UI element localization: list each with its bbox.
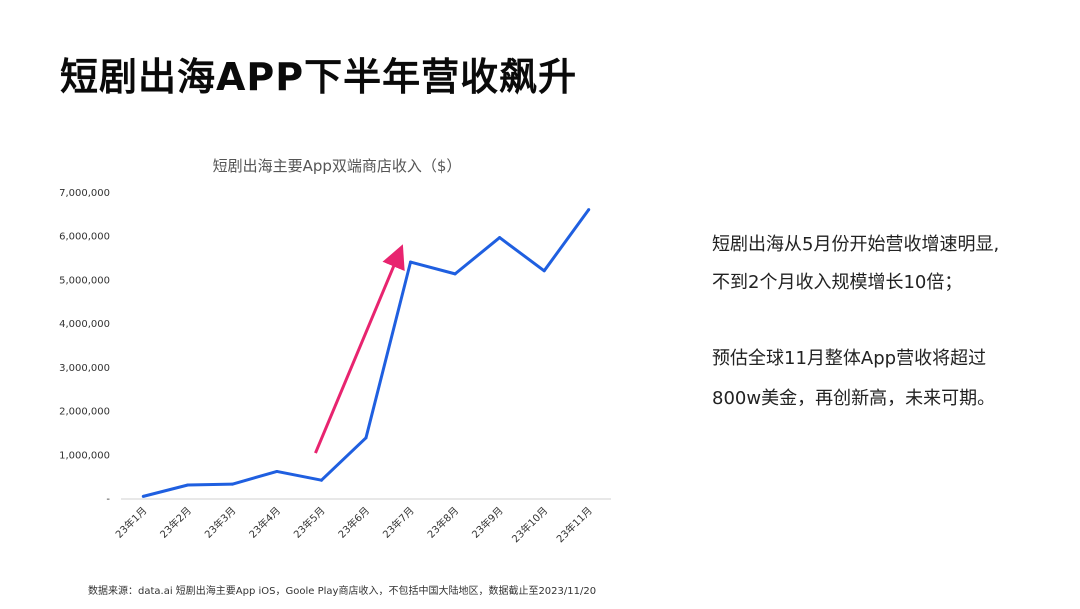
y-tick-label: 5,000,000 xyxy=(59,275,110,286)
x-tick-label: 23年7月 xyxy=(380,504,417,541)
x-tick-label: 23年6月 xyxy=(335,504,372,541)
data-point xyxy=(542,269,546,273)
y-axis-ticks: - 1,000,000 2,000,000 3,000,000 4,000,000 5,0… xyxy=(59,188,110,505)
series-group xyxy=(141,208,591,498)
x-tick-label: 23年11月 xyxy=(554,504,595,545)
data-point xyxy=(409,260,413,264)
growth-annotation xyxy=(314,244,405,454)
x-tick-label: 23年8月 xyxy=(424,504,461,541)
y-tick-label: 7,000,000 xyxy=(59,188,110,199)
x-tick-label: 23年4月 xyxy=(246,504,283,541)
data-point xyxy=(498,236,502,240)
x-axis-ticks: 23年1月 23年2月 23年3月 23年4月 23年5月 23年6月 23年7月 23年8月… xyxy=(113,504,595,545)
x-tick-label: 23年1月 xyxy=(113,504,150,541)
y-tick-label: 2,000,000 xyxy=(59,407,110,418)
y-tick-label: 1,000,000 xyxy=(59,450,110,461)
data-point xyxy=(186,483,190,487)
data-point xyxy=(275,469,279,473)
data-point xyxy=(364,436,368,440)
x-tick-label: 23年9月 xyxy=(469,504,506,541)
series-line xyxy=(142,208,590,498)
y-tick-label: 4,000,000 xyxy=(59,319,110,330)
data-point xyxy=(453,272,457,276)
data-point xyxy=(587,208,591,212)
y-tick-label: 6,000,000 xyxy=(59,232,110,243)
x-tick-label: 23年3月 xyxy=(202,504,239,541)
note-line-4: 800w美金，再创新高，未来可期。 xyxy=(712,388,996,409)
growth-arrow xyxy=(314,244,405,454)
note-line-3: 预估全球11月整体App营收将超过 xyxy=(712,348,987,369)
y-tick-label: - xyxy=(106,494,110,505)
x-tick-label: 23年10月 xyxy=(509,504,550,545)
data-point xyxy=(319,478,323,482)
x-tick-label: 23年2月 xyxy=(157,504,194,541)
note-line-1: 短剧出海从5月份开始营收增速明显, xyxy=(712,234,1000,255)
page-title: 短剧出海APP下半年营收飙升 xyxy=(60,55,578,99)
y-tick-label: 3,000,000 xyxy=(59,363,110,374)
note-line-2: 不到2个月收入规模增长10倍； xyxy=(712,272,963,293)
x-tick-label: 23年5月 xyxy=(291,504,328,541)
chart-title: 短剧出海主要App双端商店收入（$） xyxy=(213,157,462,175)
data-source-note: 数据来源：data.ai 短剧出海主要App iOS，Goole Play商店收… xyxy=(88,586,597,597)
data-point xyxy=(141,494,145,498)
data-point xyxy=(230,482,234,486)
